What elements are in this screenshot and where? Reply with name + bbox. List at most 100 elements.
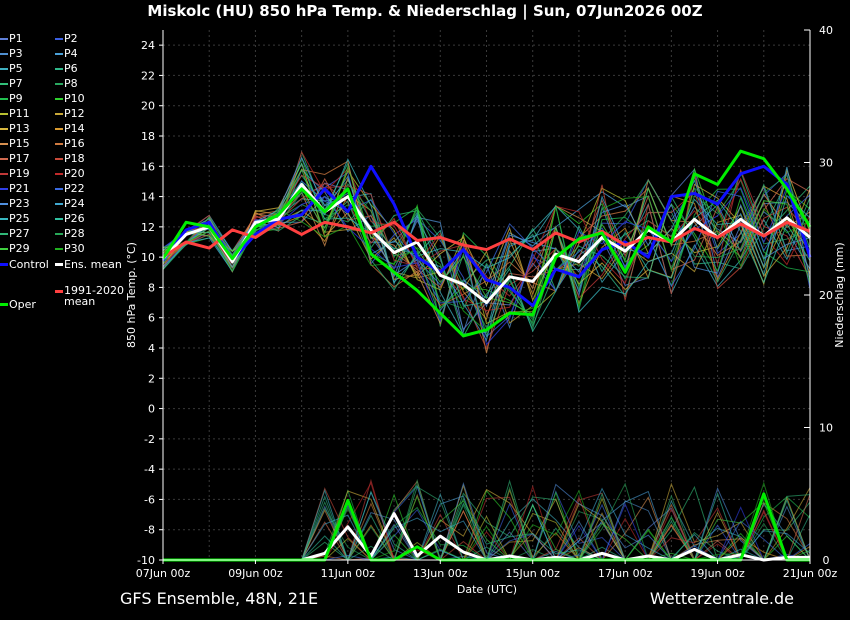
- legend-swatch: [55, 203, 63, 205]
- legend-swatch: [55, 98, 63, 100]
- legend-label: P9: [9, 92, 23, 105]
- x-tick-label: 07Jun 00z: [136, 567, 191, 580]
- model-info: GFS Ensemble, 48N, 21E: [120, 589, 319, 608]
- legend-swatch: [55, 173, 63, 175]
- legend-label: P2: [64, 32, 78, 45]
- y-tick-label: 12: [141, 221, 155, 234]
- y2-axis-label: Niederschlag (mm): [833, 242, 846, 347]
- legend-label: 1991-2020 mean: [64, 284, 124, 308]
- y-tick-label: -4: [144, 463, 155, 476]
- legend-label: P4: [64, 47, 78, 60]
- legend-label: P22: [64, 182, 85, 195]
- source-label: Wetterzentrale.de: [649, 589, 794, 608]
- y2-tick-label: 0: [823, 554, 830, 567]
- legend-label: P18: [64, 152, 85, 165]
- legend-swatch: [55, 53, 63, 55]
- y-tick-label: -8: [144, 524, 155, 537]
- legend-swatch: [0, 128, 8, 130]
- legend-label: P24: [64, 197, 85, 210]
- y2-tick-label: 10: [819, 422, 833, 435]
- legend-label: P14: [64, 122, 85, 135]
- y2-tick-label: 30: [819, 157, 833, 170]
- legend-swatch: [0, 173, 8, 175]
- legend-label: P11: [9, 107, 30, 120]
- legend-label: P25: [9, 212, 30, 225]
- legend-swatch: [0, 68, 8, 70]
- ensemble-member-precip: [163, 485, 811, 561]
- ensemble-member-line: [162, 156, 811, 319]
- y-tick-label: -2: [144, 433, 155, 446]
- legend-swatch: [0, 233, 8, 235]
- legend-label: Ens. mean: [64, 258, 122, 271]
- legend-swatch: [0, 98, 8, 100]
- y-tick-label: 4: [148, 342, 155, 355]
- legend-label: P12: [64, 107, 85, 120]
- legend-label: Control: [9, 258, 49, 271]
- y-tick-label: 20: [141, 100, 155, 113]
- legend-swatch: [55, 83, 63, 85]
- ensemble-member-line: [162, 186, 811, 324]
- legend-swatch: [0, 143, 8, 145]
- legend-swatch: [55, 158, 63, 160]
- y-tick-label: 8: [148, 281, 155, 294]
- legend-label: P13: [9, 122, 30, 135]
- ensemble-member-line: [162, 150, 811, 338]
- legend-swatch: [0, 303, 8, 306]
- legend-label: Oper: [9, 298, 36, 311]
- legend-swatch: [0, 158, 8, 160]
- legend-label: P21: [9, 182, 30, 195]
- legend-label: P6: [64, 62, 78, 75]
- legend-swatch: [55, 128, 63, 130]
- legend-label: P3: [9, 47, 23, 60]
- legend-label: P8: [64, 77, 78, 90]
- y-tick-label: 10: [141, 251, 155, 264]
- legend-label: P28: [64, 227, 85, 240]
- y-axis-label: 850 hPa Temp. (°C): [125, 242, 138, 348]
- legend-label: P27: [9, 227, 30, 240]
- y-tick-label: 0: [148, 403, 155, 416]
- axes: -10-8-6-4-202468101214161820222401020304…: [136, 24, 838, 580]
- legend-swatch: [55, 38, 63, 40]
- x-tick-label: 19Jun 00z: [690, 567, 745, 580]
- legend-swatch: [0, 263, 8, 266]
- legend-label: P23: [9, 197, 30, 210]
- ensemble-member-line: [162, 156, 811, 308]
- legend-label: P20: [64, 167, 85, 180]
- legend-swatch: [0, 53, 8, 55]
- legend-label: P30: [64, 242, 85, 255]
- ensemble-member-line: [162, 162, 811, 302]
- series-line: [161, 149, 812, 338]
- y-tick-label: 14: [141, 191, 155, 204]
- x-tick-label: 11Jun 00z: [321, 567, 376, 580]
- ensemble-member-line: [162, 168, 811, 299]
- legend-swatch: [55, 263, 63, 266]
- x-tick-label: 09Jun 00z: [228, 567, 283, 580]
- legend-swatch: [0, 248, 8, 250]
- legend-label: P29: [9, 242, 30, 255]
- x-tick-label: 13Jun 00z: [413, 567, 468, 580]
- series-line: [161, 164, 812, 308]
- legend-label: P26: [64, 212, 85, 225]
- legend-label: P1: [9, 32, 23, 45]
- legend-swatch: [55, 113, 63, 115]
- legend-label: P15: [9, 137, 30, 150]
- y-tick-label: 2: [148, 372, 155, 385]
- x-tick-label: 15Jun 00z: [505, 567, 560, 580]
- legend-label: P19: [9, 167, 30, 180]
- legend-swatch: [0, 113, 8, 115]
- legend-swatch: [0, 218, 8, 220]
- legend: P1 P2 P3 P4 P5 P6 P7 P8 P9 P10 P11 P12 P13 P14 P15 P16 P…: [0, 32, 130, 332]
- legend-label: P5: [9, 62, 23, 75]
- y-tick-label: 24: [141, 39, 155, 52]
- y-tick-label: 22: [141, 69, 155, 82]
- legend-swatch: [55, 233, 63, 235]
- x-tick-label: 17Jun 00z: [598, 567, 653, 580]
- legend-label: P16: [64, 137, 85, 150]
- y-tick-label: 6: [148, 312, 155, 325]
- legend-swatch: [0, 38, 8, 40]
- legend-swatch: [55, 68, 63, 70]
- series-line: [162, 220, 811, 259]
- legend-swatch: [0, 83, 8, 85]
- legend-label: P17: [9, 152, 30, 165]
